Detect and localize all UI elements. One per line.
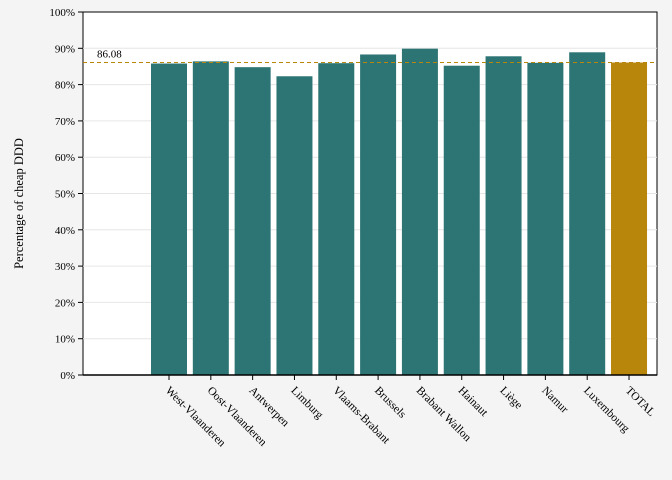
x-tick-label: Brussels: [372, 385, 408, 421]
bar-luxembourg: [569, 52, 606, 375]
y-tick-label: 40%: [55, 225, 75, 237]
y-tick-label: 80%: [55, 80, 75, 92]
bar-total: [611, 62, 648, 375]
x-tick-label: Hainaut: [456, 385, 491, 420]
y-axis-title: Percentage of cheap DDD: [12, 138, 26, 269]
x-tick-label: TOTAL: [623, 385, 657, 419]
reference-line-label: 86.08: [97, 49, 122, 61]
bar-li-ge: [485, 56, 522, 375]
bar-brabant-wallon: [401, 48, 438, 376]
y-tick-label: 90%: [55, 43, 75, 55]
bar-vlaams-brabant: [318, 63, 355, 376]
bar-oost-vlaanderen: [192, 61, 229, 375]
y-tick-label: 70%: [55, 116, 75, 128]
y-tick-label: 60%: [55, 152, 75, 164]
bar-limburg: [276, 76, 313, 375]
bar-brussels: [360, 54, 397, 375]
x-tick-label: Antwerpen: [247, 385, 292, 430]
bar-west-vlaanderen: [151, 63, 187, 376]
y-tick-label: 0%: [60, 370, 75, 382]
y-tick-label: 50%: [55, 189, 75, 201]
x-tick-label: Limburg: [288, 385, 325, 422]
x-tick-label: Liège: [497, 385, 524, 412]
y-tick-label: 10%: [55, 334, 75, 346]
bar-hainaut: [443, 65, 480, 375]
x-tick-label: Namur: [539, 385, 570, 416]
y-tick-label: 30%: [55, 261, 75, 273]
y-tick-label: 100%: [49, 7, 75, 19]
bar-antwerpen: [234, 67, 271, 376]
y-tick-label: 20%: [55, 297, 75, 309]
bar-namur: [527, 62, 564, 375]
